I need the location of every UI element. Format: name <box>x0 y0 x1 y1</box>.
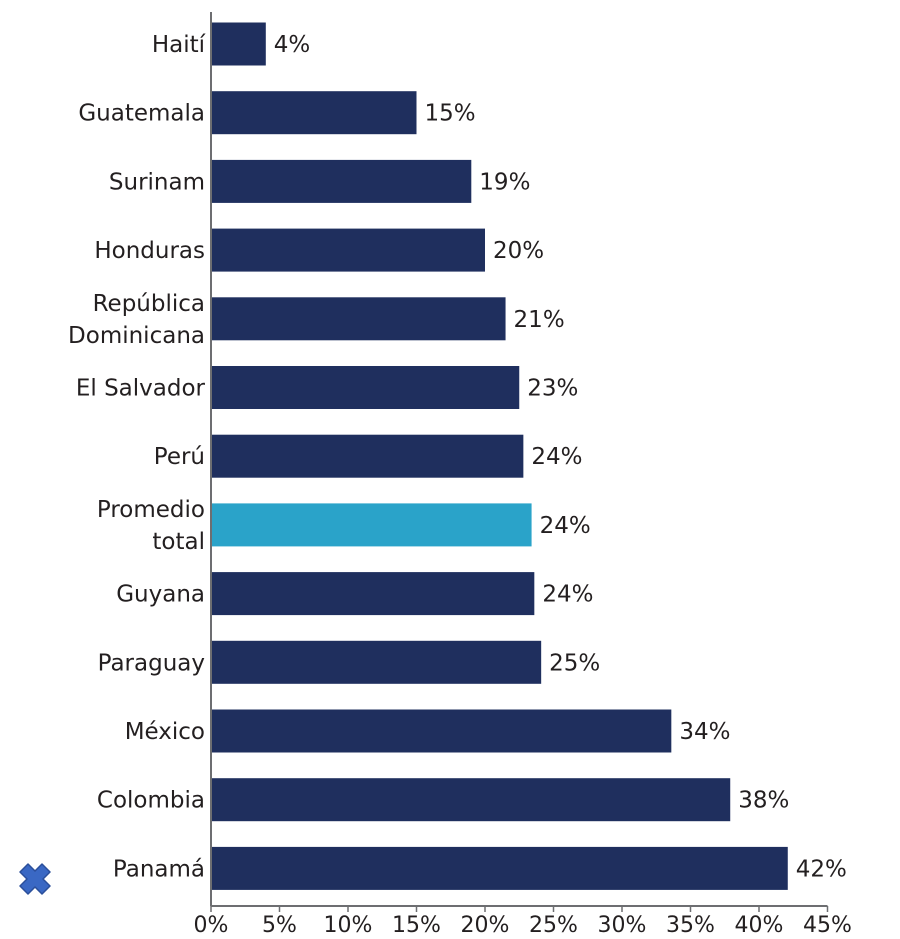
bar <box>211 91 417 135</box>
value-label: 24% <box>540 513 591 539</box>
bar <box>211 22 266 66</box>
value-label: 42% <box>796 856 847 882</box>
value-label: 23% <box>527 376 578 402</box>
x-tick-labels: 0% 5% 10% 15% 20% 25% 30% 35% 40% 45% <box>194 913 852 938</box>
value-label: 15% <box>425 101 476 127</box>
x-tick-label: 25% <box>529 913 578 938</box>
bar <box>211 503 532 547</box>
x-tick-label: 30% <box>598 913 647 938</box>
value-label: 21% <box>514 307 565 333</box>
x-tick-label: 5% <box>262 913 297 938</box>
category-label: Promedio <box>97 497 205 523</box>
bar <box>211 640 542 684</box>
bar <box>211 366 520 409</box>
category-labels: Haití Guatemala Surinam Honduras República Do… <box>68 32 206 882</box>
category-label: El Salvador <box>76 376 206 402</box>
value-labels: 4% 15% 19% 20% 21% 23% 24% 24% 24% 25% 34% 38% 42% <box>274 32 847 882</box>
value-label: 4% <box>274 32 311 58</box>
x-tick-label: 40% <box>735 913 784 938</box>
value-label: 24% <box>531 444 582 470</box>
bar <box>211 709 672 753</box>
category-label: Surinam <box>109 169 205 195</box>
category-label: Haití <box>152 32 206 58</box>
value-label: 20% <box>493 238 544 264</box>
bar <box>211 434 524 478</box>
category-label: Panamá <box>113 856 205 882</box>
value-label: 25% <box>549 650 600 676</box>
category-label: total <box>152 529 205 555</box>
value-label: 24% <box>542 582 593 608</box>
x-tick-label: 45% <box>803 913 852 938</box>
bar <box>211 846 788 890</box>
value-label: 34% <box>679 719 730 745</box>
bars-layer <box>211 22 788 890</box>
axes <box>210 12 829 912</box>
x-tick-label: 10% <box>324 913 373 938</box>
value-label: 19% <box>479 169 530 195</box>
category-label: Dominicana <box>68 323 205 349</box>
x-tick-label: 35% <box>666 913 715 938</box>
category-label: México <box>125 719 205 745</box>
bar <box>211 572 535 616</box>
category-label: Paraguay <box>98 650 205 676</box>
bar <box>211 297 506 341</box>
x-tick-label: 0% <box>194 913 229 938</box>
category-label: Honduras <box>94 238 205 264</box>
bar <box>211 228 485 272</box>
category-label: Guyana <box>116 582 205 608</box>
category-label: República <box>93 291 205 317</box>
category-label: Guatemala <box>78 101 205 127</box>
bar <box>211 159 472 203</box>
close-x-icon[interactable] <box>19 863 51 895</box>
x-tick-label: 20% <box>461 913 510 938</box>
bar <box>211 778 731 822</box>
x-tick-label: 15% <box>392 913 441 938</box>
category-label: Colombia <box>97 788 205 814</box>
value-label: 38% <box>738 788 789 814</box>
category-label: Perú <box>154 444 205 470</box>
